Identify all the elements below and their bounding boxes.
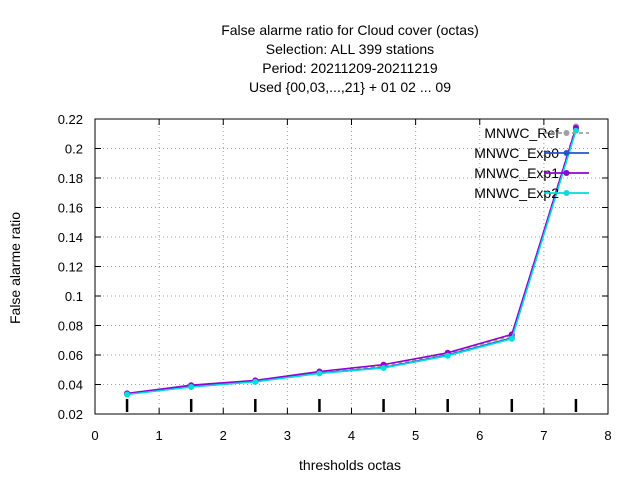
y-tick-label: 0.08 [58,319,83,334]
series-mnwc-exp2 [124,127,579,398]
legend-swatch-marker [563,190,570,196]
data-point [508,335,515,342]
x-tick-label: 7 [540,428,547,443]
y-tick-label: 0.14 [58,230,83,245]
y-tick-label: 0.02 [58,407,83,422]
legend-swatch-marker [563,170,570,176]
data-point [252,378,259,385]
x-tick-label: 8 [604,428,611,443]
data-point [188,384,195,391]
x-tick-label: 4 [348,428,355,443]
title-line-1: False alarme ratio for Cloud cover (octa… [221,22,479,38]
legend-label: MNWC_Ref [484,125,559,141]
series-line [127,130,577,396]
legend-label: MNWC_Exp2 [474,185,559,201]
x-tick-label: 2 [220,428,227,443]
grid [95,119,608,414]
series-line [126,127,577,395]
y-tick-label: 0.16 [58,201,83,216]
y-tick-label: 0.04 [58,378,83,393]
chart-title: False alarme ratio for Cloud cover (octa… [221,22,479,95]
y-tick-label: 0.12 [58,260,83,275]
data-point [316,370,323,377]
y-tick-label: 0.18 [58,171,83,186]
title-line-3: Period: 20211209-20211219 [262,60,438,76]
legend-label: MNWC_Exp1 [474,165,559,181]
y-axis: 0.02 0.04 0.06 0.08 0.1 0.12 0.14 0.16 0.18 0.2 0.… [58,112,608,422]
legend: MNWC_Ref MNWC_Exp0 MNWC_Exp1 MNWC_Exp2 [474,125,589,201]
x-tick-label: 1 [156,428,163,443]
legend-swatch-marker [563,130,570,136]
threshold-marks [125,399,578,412]
y-tick-label: 0.1 [65,289,83,304]
title-line-2: Selection: ALL 399 stations [266,41,434,57]
x-tick-label: 6 [476,428,483,443]
x-tick-label: 3 [284,428,291,443]
y-axis-label: False alarme ratio [7,212,23,324]
y-tick-label: 0.2 [65,142,83,157]
series-line [127,126,577,395]
x-axis: 0 1 2 3 4 5 6 7 8 [91,119,612,443]
data-point [380,364,387,371]
legend-label: MNWC_Exp0 [474,145,559,161]
y-tick-label: 0.22 [58,112,83,127]
legend-swatch-marker [563,150,570,156]
title-line-4: Used {00,03,...,21} + 01 02 ... 09 [249,79,451,95]
x-tick-label: 5 [412,428,419,443]
data-point [444,352,451,359]
x-tick-label: 0 [91,428,98,443]
data-point [124,391,131,398]
series-lines [124,123,579,398]
x-axis-label: thresholds octas [299,457,401,473]
y-tick-label: 0.06 [58,348,83,363]
